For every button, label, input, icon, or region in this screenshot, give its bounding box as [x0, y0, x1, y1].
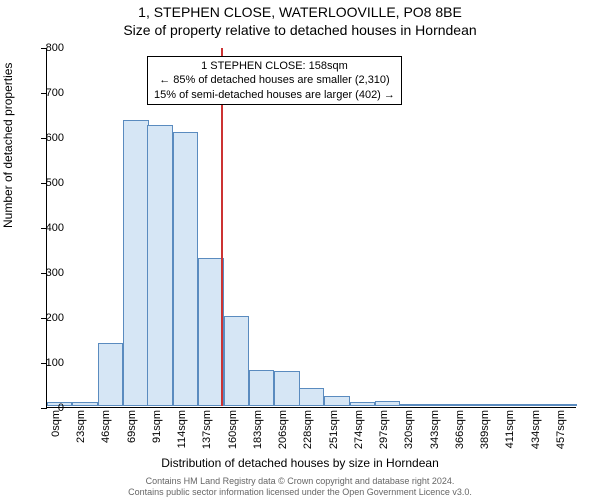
- footnote-line1: Contains HM Land Registry data © Crown c…: [146, 476, 455, 486]
- footnote-line2: Contains public sector information licen…: [128, 487, 472, 497]
- histogram-bar: [147, 125, 172, 406]
- y-tick-label: 100: [36, 357, 64, 369]
- x-tick-label: 343sqm: [429, 410, 441, 449]
- x-tick-label: 91sqm: [151, 410, 163, 443]
- x-tick-label: 411sqm: [504, 410, 516, 448]
- x-tick-label: 23sqm: [75, 410, 87, 443]
- histogram-bar: [501, 404, 526, 406]
- annotation-line1: 1 STEPHEN CLOSE: 158sqm: [154, 59, 395, 73]
- annotation-line3: 15% of semi-detached houses are larger (…: [154, 88, 395, 102]
- histogram-bar: [72, 402, 97, 407]
- page-title-line2: Size of property relative to detached ho…: [0, 20, 600, 38]
- x-tick-label: 228sqm: [302, 410, 314, 449]
- histogram-bar: [426, 404, 451, 406]
- y-tick-label: 500: [36, 177, 64, 189]
- x-tick-label: 434sqm: [530, 410, 542, 449]
- x-tick-label: 183sqm: [252, 410, 264, 449]
- histogram-bar: [274, 371, 299, 406]
- y-tick-label: 600: [36, 132, 64, 144]
- title-block: 1, STEPHEN CLOSE, WATERLOOVILLE, PO8 8BE…: [0, 0, 600, 38]
- y-tick-label: 400: [36, 222, 64, 234]
- histogram-bar: [375, 401, 400, 406]
- x-tick-label: 137sqm: [201, 410, 213, 449]
- histogram-bar: [477, 404, 502, 406]
- x-tick-label: 0sqm: [50, 410, 62, 437]
- plot-area: 0sqm23sqm46sqm69sqm91sqm114sqm137sqm160s…: [46, 48, 576, 408]
- y-tick-label: 0: [36, 402, 64, 414]
- histogram-bar: [224, 316, 249, 406]
- x-tick-label: 160sqm: [227, 410, 239, 449]
- histogram-bar: [123, 120, 148, 406]
- x-tick-label: 114sqm: [176, 410, 188, 448]
- x-tick-label: 297sqm: [378, 410, 390, 449]
- histogram-bar: [400, 404, 425, 406]
- histogram-bar: [98, 343, 123, 406]
- annotation-box: 1 STEPHEN CLOSE: 158sqm← 85% of detached…: [147, 56, 402, 105]
- x-tick-label: 320sqm: [403, 410, 415, 449]
- histogram-bar: [526, 404, 551, 406]
- x-tick-label: 206sqm: [277, 410, 289, 449]
- histogram-bar: [249, 370, 274, 406]
- histogram-bar: [451, 404, 476, 406]
- y-tick-label: 300: [36, 267, 64, 279]
- histogram-bar: [350, 402, 375, 407]
- y-tick-label: 700: [36, 87, 64, 99]
- x-tick-label: 457sqm: [555, 410, 567, 449]
- x-tick-label: 389sqm: [479, 410, 491, 449]
- footnote: Contains HM Land Registry data © Crown c…: [0, 476, 600, 498]
- x-tick-label: 46sqm: [100, 410, 112, 443]
- chart-area: 0sqm23sqm46sqm69sqm91sqm114sqm137sqm160s…: [46, 48, 576, 408]
- histogram-bar: [198, 258, 223, 407]
- x-tick-label: 366sqm: [454, 410, 466, 449]
- y-axis-label: Number of detached properties: [1, 63, 15, 228]
- x-tick-label: 274sqm: [353, 410, 365, 449]
- histogram-bar: [299, 388, 324, 406]
- annotation-line2: ← 85% of detached houses are smaller (2,…: [154, 73, 395, 87]
- histogram-bar: [552, 404, 577, 406]
- x-tick-label: 251sqm: [328, 410, 340, 449]
- y-tick-label: 800: [36, 42, 64, 54]
- x-tick-label: 69sqm: [126, 410, 138, 443]
- page-title-line1: 1, STEPHEN CLOSE, WATERLOOVILLE, PO8 8BE: [0, 0, 600, 20]
- y-tick-label: 200: [36, 312, 64, 324]
- x-axis-label: Distribution of detached houses by size …: [0, 456, 600, 470]
- histogram-bar: [173, 132, 198, 406]
- histogram-bar: [324, 396, 349, 406]
